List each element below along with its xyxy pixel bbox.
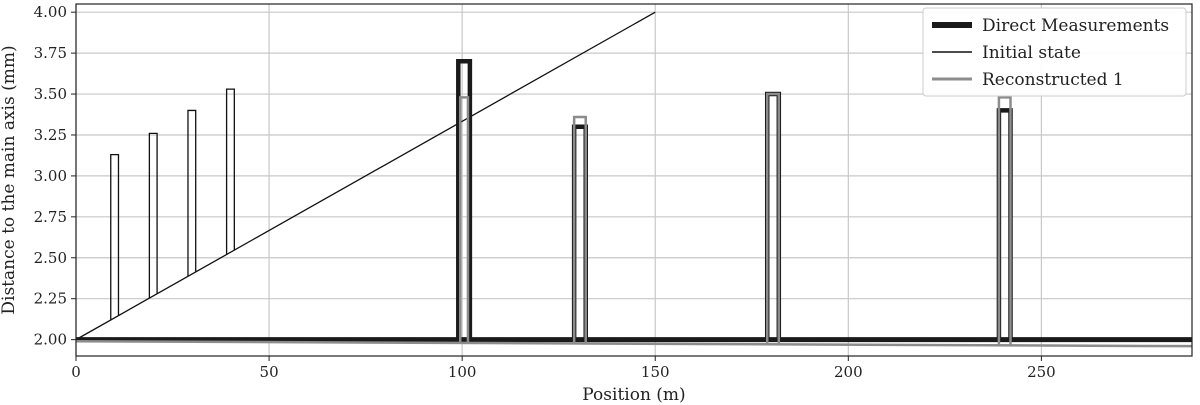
- y-axis-label: Distance to the main axis (mm): [0, 45, 19, 314]
- initial-state-peak: [148, 132, 158, 299]
- reconstructed-peak: [765, 92, 781, 345]
- legend-label: Initial state: [982, 43, 1081, 63]
- y-tick-label: 3.75: [34, 44, 67, 62]
- x-tick-label: 150: [641, 363, 670, 381]
- y-tick-label: 3.00: [34, 167, 67, 185]
- reconstructed-peak: [997, 96, 1012, 346]
- y-tick-label: 2.75: [34, 208, 67, 226]
- reconstructed-baseline: [75, 340, 1193, 348]
- x-tick-label: 0: [71, 363, 81, 381]
- x-tick-label: 100: [448, 363, 477, 381]
- initial-state-peak: [187, 109, 197, 277]
- reconstructed-peak: [572, 115, 587, 344]
- y-tick-label: 2.25: [34, 290, 67, 308]
- y-tick-label: 3.25: [34, 126, 67, 144]
- initial-state-line: [75, 11, 656, 341]
- x-tick-label: 50: [260, 363, 279, 381]
- legend: Direct Measurements Initial state Reconstr…: [922, 7, 1187, 97]
- legend-label: Direct Measurements: [982, 16, 1169, 36]
- y-tick-label: 4.00: [34, 3, 67, 21]
- legend-box: [922, 7, 1187, 97]
- y-tick-label: 2.50: [34, 249, 67, 267]
- x-tick-label: 250: [1027, 363, 1056, 381]
- initial-state-peak: [225, 88, 235, 255]
- plot-area: [75, 11, 1193, 348]
- y-axis: 2.00 2.25 2.50 2.75 3.00 3.25 3.50 3.75 4.00: [34, 3, 76, 349]
- direct-measurements-peak: [571, 124, 588, 340]
- x-axis: 0 50 100 150 200 250: [71, 356, 1056, 381]
- direct-measurements-peak: [456, 59, 473, 340]
- reconstructed-peak: [458, 96, 470, 343]
- x-axis-label: Position (m): [582, 385, 685, 405]
- legend-label: Reconstructed 1: [982, 70, 1124, 90]
- initial-state-peak: [110, 153, 120, 320]
- x-tick-label: 200: [834, 363, 863, 381]
- plot-frame: [75, 3, 1193, 357]
- y-tick-label: 3.50: [34, 85, 67, 103]
- y-tick-label: 2.00: [34, 331, 67, 349]
- direct-measurements-peak: [996, 108, 1013, 340]
